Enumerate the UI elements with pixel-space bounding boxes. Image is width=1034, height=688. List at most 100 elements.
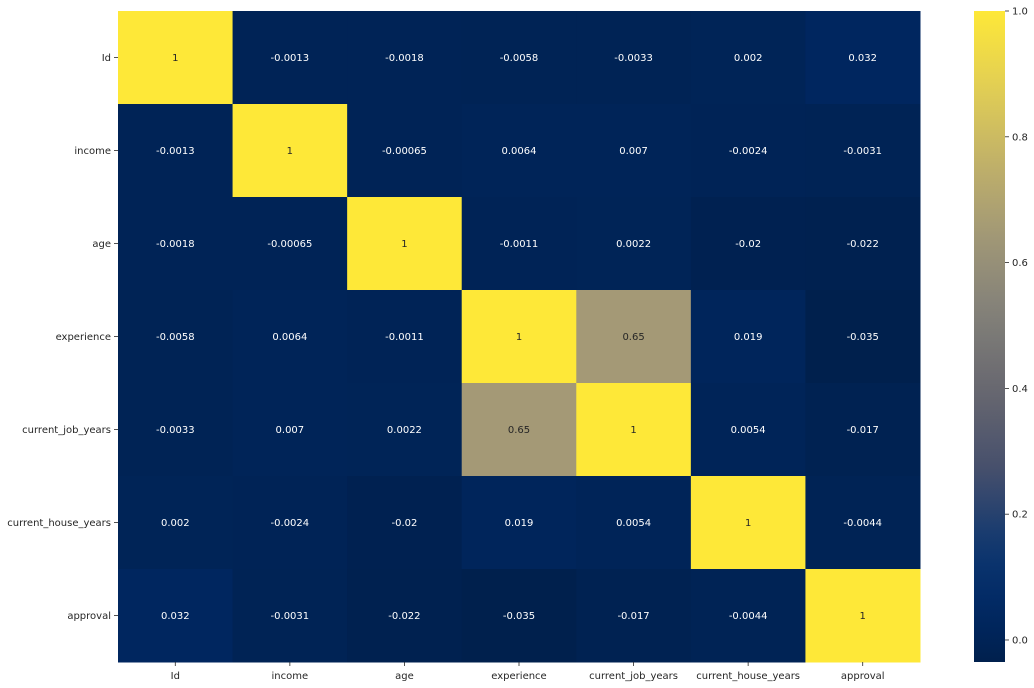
heatmap-cell: [805, 383, 921, 477]
cell-annotation: -0.0018: [385, 53, 424, 64]
cell-annotation: 1: [745, 518, 751, 529]
cell-annotation: -0.0033: [614, 53, 653, 64]
heatmap-cell: [690, 11, 806, 105]
heatmap-cell: [232, 476, 348, 570]
colorbar-tick-label: 0.2: [1012, 510, 1028, 521]
heatmap-cell: [232, 290, 348, 384]
colorbar: 0.0 0.2 0.4 0.6 0.8 1.0: [974, 7, 1028, 662]
colorbar-ticks: 0.0 0.2 0.4 0.6 0.8 1.0: [1005, 7, 1028, 646]
cell-annotation: -0.00065: [382, 146, 427, 157]
x-axis: Id income age experience current_job_years cu…: [171, 662, 885, 682]
heatmap-cell: [461, 197, 577, 291]
y-tick-label: Id: [102, 53, 111, 64]
heatmap-cell: [576, 11, 692, 105]
heatmap-cell: [347, 476, 463, 570]
heatmap-cell: [347, 290, 463, 384]
heatmap-cell: [118, 104, 234, 198]
cell-annotation: 0.65: [508, 425, 530, 436]
cell-annotation: -0.0031: [843, 146, 882, 157]
heatmap-cell: [347, 569, 463, 663]
cell-annotation: -0.0024: [271, 518, 310, 529]
x-tick-label: income: [272, 671, 309, 682]
cell-annotation: 1: [172, 53, 178, 64]
cell-annotation: -0.022: [388, 611, 420, 622]
colorbar-gradient: [974, 11, 1005, 662]
y-tick-label: current_house_years: [7, 518, 111, 529]
colorbar-tick-label: 0.4: [1012, 384, 1028, 395]
heatmap-cell: [690, 476, 806, 570]
colorbar-tick-label: 0.0: [1012, 635, 1028, 646]
cell-annotation: -0.0013: [156, 146, 195, 157]
x-tick-label: experience: [491, 671, 546, 682]
heatmap-cell: [690, 290, 806, 384]
heatmap-cells: 1 -0.0013 -0.0018 -0.0058 -0.0033 0.002 0.032 -…: [118, 11, 921, 663]
heatmap-cell: [576, 476, 692, 570]
heatmap-cell: [118, 383, 234, 477]
heatmap-cell: [232, 197, 348, 291]
x-tick-label: current_house_years: [696, 671, 800, 682]
cell-annotation: 0.0022: [616, 239, 651, 250]
heatmap-cell: [347, 383, 463, 477]
heatmap-cell: [118, 476, 234, 570]
y-axis: Id income age experience current_job_yearscu…: [7, 53, 118, 622]
cell-annotation: -0.0058: [156, 332, 195, 343]
heatmap-cell: [232, 11, 348, 105]
cell-annotation: -0.0024: [729, 146, 768, 157]
y-tick-label: current_job_years: [22, 425, 111, 436]
heatmap-cell: [461, 104, 577, 198]
cell-annotation: 1: [287, 146, 293, 157]
x-tick-label: approval: [841, 671, 885, 682]
cell-annotation: 0.019: [505, 518, 534, 529]
heatmap-cell: [690, 197, 806, 291]
cell-annotation: -0.0013: [271, 53, 310, 64]
x-tick-label: Id: [171, 671, 180, 682]
heatmap-cell: [576, 290, 692, 384]
heatmap-cell: [232, 104, 348, 198]
heatmap-cell: [118, 290, 234, 384]
colorbar-tick-label: 0.6: [1012, 258, 1028, 269]
colorbar-tick-label: 0.8: [1012, 132, 1028, 143]
cell-annotation: 0.002: [734, 53, 763, 64]
heatmap-cell: [347, 11, 463, 105]
cell-annotation: -0.02: [391, 518, 417, 529]
heatmap-cell: [690, 383, 806, 477]
cell-annotation: 0.65: [622, 332, 644, 343]
cell-annotation: -0.0031: [271, 611, 310, 622]
heatmap-cell: [805, 569, 921, 663]
cell-annotation: 0.0022: [387, 425, 422, 436]
cell-annotation: 1: [630, 425, 636, 436]
heatmap-cell: [461, 290, 577, 384]
y-tick-label: income: [74, 146, 111, 157]
cell-annotation: 0.019: [734, 332, 763, 343]
cell-annotation: 0.0054: [731, 425, 766, 436]
cell-annotation: 0.007: [619, 146, 648, 157]
heatmap-cell: [690, 104, 806, 198]
heatmap-cell: [805, 197, 921, 291]
cell-annotation: 0.0064: [502, 146, 537, 157]
cell-annotation: -0.0033: [156, 425, 195, 436]
cell-annotation: 1: [516, 332, 522, 343]
y-tick-label: age: [92, 239, 111, 250]
x-tick-label: current_job_years: [589, 671, 678, 682]
cell-annotation: 0.032: [161, 611, 190, 622]
cell-annotation: -0.00065: [267, 239, 312, 250]
heatmap-cell: [576, 104, 692, 198]
heatmap-cell: [461, 383, 577, 477]
cell-annotation: -0.0011: [500, 239, 539, 250]
heatmap-cell: [347, 104, 463, 198]
cell-annotation: 0.032: [848, 53, 877, 64]
cell-annotation: 0.0054: [616, 518, 651, 529]
heatmap-cell: [118, 197, 234, 291]
x-tick-label: age: [395, 671, 414, 682]
heatmap-cell: [461, 11, 577, 105]
heatmap-cell: [232, 383, 348, 477]
heatmap-cell: [805, 11, 921, 105]
cell-annotation: -0.017: [617, 611, 649, 622]
heatmap-cell: [805, 104, 921, 198]
cell-annotation: -0.035: [847, 332, 879, 343]
heatmap-cell: [576, 197, 692, 291]
y-tick-label: experience: [56, 332, 111, 343]
cell-annotation: -0.0058: [500, 53, 539, 64]
cell-annotation: 1: [860, 611, 866, 622]
